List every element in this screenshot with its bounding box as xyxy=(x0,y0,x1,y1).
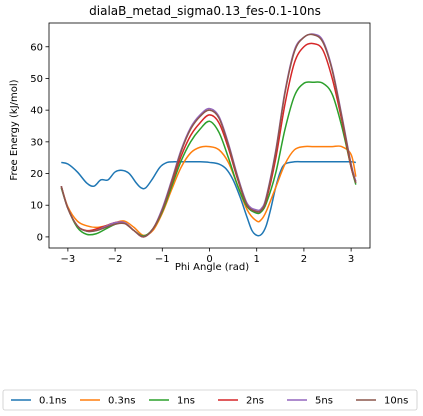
series-line-0.1ns xyxy=(61,160,356,237)
y-tick-label: 40 xyxy=(30,106,43,117)
legend-label: 0.1ns xyxy=(39,396,66,407)
y-axis-label: Free Energy (kJ/mol) xyxy=(9,79,20,180)
x-tick-label: −1 xyxy=(155,254,170,265)
legend-label: 5ns xyxy=(315,396,333,407)
x-axis-label: Phi Angle (rad) xyxy=(175,262,249,273)
legend-label: 0.3ns xyxy=(108,396,135,407)
y-tick-label: 20 xyxy=(30,169,43,180)
y-tick-label: 0 xyxy=(37,232,43,243)
x-tick-label: 3 xyxy=(348,254,354,265)
legend-label: 10ns xyxy=(384,396,408,407)
x-tick-label: −3 xyxy=(61,254,76,265)
legend-label: 1ns xyxy=(177,396,195,407)
legend-item-5ns: 5ns xyxy=(287,396,333,407)
legend-box xyxy=(2,389,418,411)
chart-title: dialaB_metad_sigma0.13_fes-0.1-10ns xyxy=(89,4,321,18)
legend: 0.1ns 0.3ns 1ns 2ns 5ns 10ns xyxy=(2,389,418,411)
legend-item-2ns: 2ns xyxy=(218,396,264,407)
y-tick-label: 30 xyxy=(30,137,43,148)
plot-area-frame xyxy=(48,22,371,249)
legend-item-1ns: 1ns xyxy=(149,396,195,407)
series-layer xyxy=(60,33,357,238)
y-tick-label: 50 xyxy=(30,74,43,85)
legend-item-0.3ns: 0.3ns xyxy=(80,396,135,407)
series-line-10ns xyxy=(60,33,357,238)
legend-item-0.1ns: 0.1ns xyxy=(11,396,66,407)
x-tick-label: 0 xyxy=(206,254,212,265)
y-tick-label: 60 xyxy=(30,42,43,53)
x-tick-label: −2 xyxy=(108,254,123,265)
y-tick-label: 10 xyxy=(30,201,43,212)
x-tick-label: 1 xyxy=(254,254,260,265)
x-tick-label: 2 xyxy=(301,254,307,265)
legend-item-10ns: 10ns xyxy=(356,396,408,407)
legend-label: 2ns xyxy=(246,396,264,407)
